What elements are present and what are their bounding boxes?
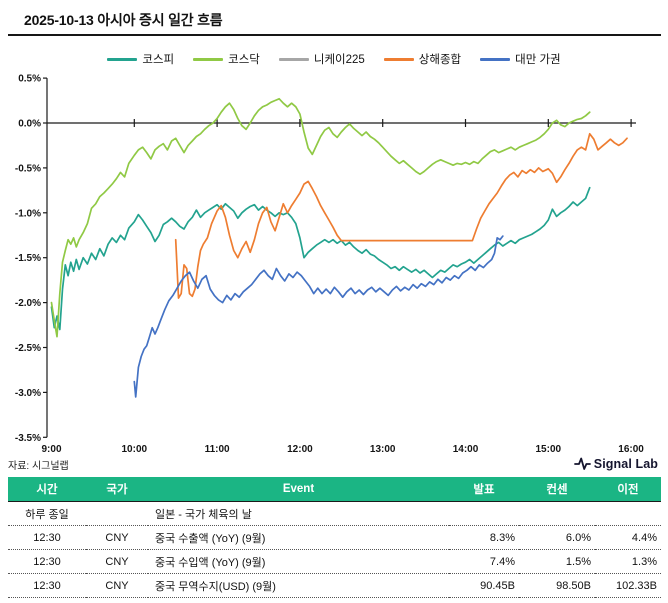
y-tick-label: -2.5% xyxy=(15,343,41,354)
event-cell: 12:30 xyxy=(8,573,86,598)
event-cell: 8.3% xyxy=(449,525,519,550)
column-header: 시간 xyxy=(8,477,86,502)
x-tick-label: 12:00 xyxy=(287,444,313,455)
title-divider xyxy=(8,34,661,36)
legend-item-shanghai: 상해종합 xyxy=(383,51,462,67)
y-tick-label: 0.5% xyxy=(18,74,41,85)
column-header: 발표 xyxy=(449,477,519,502)
event-cell: 일본 - 국가 체육의 날 xyxy=(148,501,449,526)
y-tick-label: 0.0% xyxy=(18,119,41,130)
legend-label-shanghai: 상해종합 xyxy=(418,54,462,66)
y-tick-label: -1.0% xyxy=(15,208,41,219)
signal-lab-logo: Signal Lab xyxy=(573,455,658,472)
y-tick-label: -3.5% xyxy=(15,433,41,444)
event-cell xyxy=(595,501,661,526)
column-header: 이전 xyxy=(595,477,661,502)
event-cell xyxy=(449,501,519,526)
column-header: 국가 xyxy=(86,477,148,502)
page-title: 2025-10-13 아시아 증시 일간 흐름 xyxy=(24,12,223,28)
event-cell: 12:30 xyxy=(8,525,86,550)
event-row: 12:30 CNY 중국 수입액 (YoY) (9월) 7.4% 1.5% 1.3% xyxy=(8,549,661,574)
series-line-kosdaq xyxy=(50,97,591,338)
series-line-shanghai xyxy=(174,132,628,299)
y-tick-label: -3.0% xyxy=(15,388,41,399)
event-cell: CNY xyxy=(86,573,148,598)
event-cell: 중국 수입액 (YoY) (9월) xyxy=(148,549,449,574)
event-cell: 중국 무역수지(USD) (9월) xyxy=(148,573,449,598)
table-body: 하루 종일 일본 - 국가 체육의 날 12:30 CNY 중국 수출액 (YoY) (… xyxy=(8,501,661,598)
column-header: 컨센 xyxy=(519,477,595,502)
legend-label-nikkei225: 니케이225 xyxy=(313,54,365,66)
event-cell: 하루 종일 xyxy=(8,501,86,526)
legend-item-kospi: 코스피 xyxy=(107,51,174,67)
y-tick-label: -2.0% xyxy=(15,298,41,309)
economic-events-table: 시간 국가 Event 발표 컨센 이전 하루 종일 일본 - 국가 체육의 날 12:30 C… xyxy=(8,477,661,598)
x-tick-label: 10:00 xyxy=(122,444,148,455)
column-header: Event xyxy=(148,477,449,502)
event-cell: 4.4% xyxy=(595,525,661,550)
legend-swatch-shanghai xyxy=(383,57,414,61)
legend-label-taiwan: 대만 가권 xyxy=(515,54,561,66)
x-tick-label: 11:00 xyxy=(205,444,230,455)
event-cell: 90.45B xyxy=(449,573,519,598)
x-tick-label: 13:00 xyxy=(370,444,396,455)
x-tick-label: 16:00 xyxy=(618,444,644,455)
event-cell: 1.3% xyxy=(595,549,661,574)
series-line-taiwan xyxy=(133,235,504,398)
pulse-icon xyxy=(573,457,591,470)
event-row: 하루 종일 일본 - 국가 체육의 날 xyxy=(8,501,661,526)
event-cell xyxy=(86,501,148,526)
legend-swatch-kospi xyxy=(107,57,138,61)
event-cell: 중국 수출액 (YoY) (9월) xyxy=(148,525,449,550)
brand-text: Signal Lab xyxy=(593,456,658,471)
legend-item-kosdaq: 코스닥 xyxy=(193,51,260,67)
table-header-row: 시간 국가 Event 발표 컨센 이전 xyxy=(8,477,661,502)
event-cell: 7.4% xyxy=(449,549,519,574)
legend-swatch-nikkei225 xyxy=(278,57,309,61)
legend-swatch-kosdaq xyxy=(193,57,224,61)
legend-label-kosdaq: 코스닥 xyxy=(228,54,260,66)
event-cell: 98.50B xyxy=(519,573,595,598)
legend-swatch-taiwan xyxy=(480,57,511,61)
y-tick-label: -1.5% xyxy=(15,253,41,264)
event-cell: 12:30 xyxy=(8,549,86,574)
event-cell: CNY xyxy=(86,549,148,574)
y-tick-label: -0.5% xyxy=(15,163,41,174)
event-cell: 1.5% xyxy=(519,549,595,574)
x-tick-label: 15:00 xyxy=(536,444,562,455)
legend-item-taiwan: 대만 가권 xyxy=(480,51,561,67)
x-tick-label: 9:00 xyxy=(41,444,61,455)
chart-legend: 코스피 코스닥 니케이225 상해종합 대만 가권 xyxy=(0,51,668,67)
event-row: 12:30 CNY 중국 수출액 (YoY) (9월) 8.3% 6.0% 4.4% xyxy=(8,525,661,550)
source-note: 자료: 시그널랩 xyxy=(8,461,69,472)
event-cell xyxy=(519,501,595,526)
legend-label-kospi: 코스피 xyxy=(142,54,175,66)
legend-item-nikkei225: 니케이225 xyxy=(278,51,365,67)
x-tick-label: 14:00 xyxy=(453,444,479,455)
event-cell: CNY xyxy=(86,525,148,550)
series-line-kospi xyxy=(50,186,591,331)
event-cell: 102.33B xyxy=(595,573,661,598)
event-row: 12:30 CNY 중국 무역수지(USD) (9월) 90.45B 98.50B 102… xyxy=(8,573,661,598)
event-cell: 6.0% xyxy=(519,525,595,550)
intraday-line-chart: 0.5% 0.0% -0.5% -1.0% -1.5% -2.0% -2.5% -3.0% -3… xyxy=(15,74,644,455)
